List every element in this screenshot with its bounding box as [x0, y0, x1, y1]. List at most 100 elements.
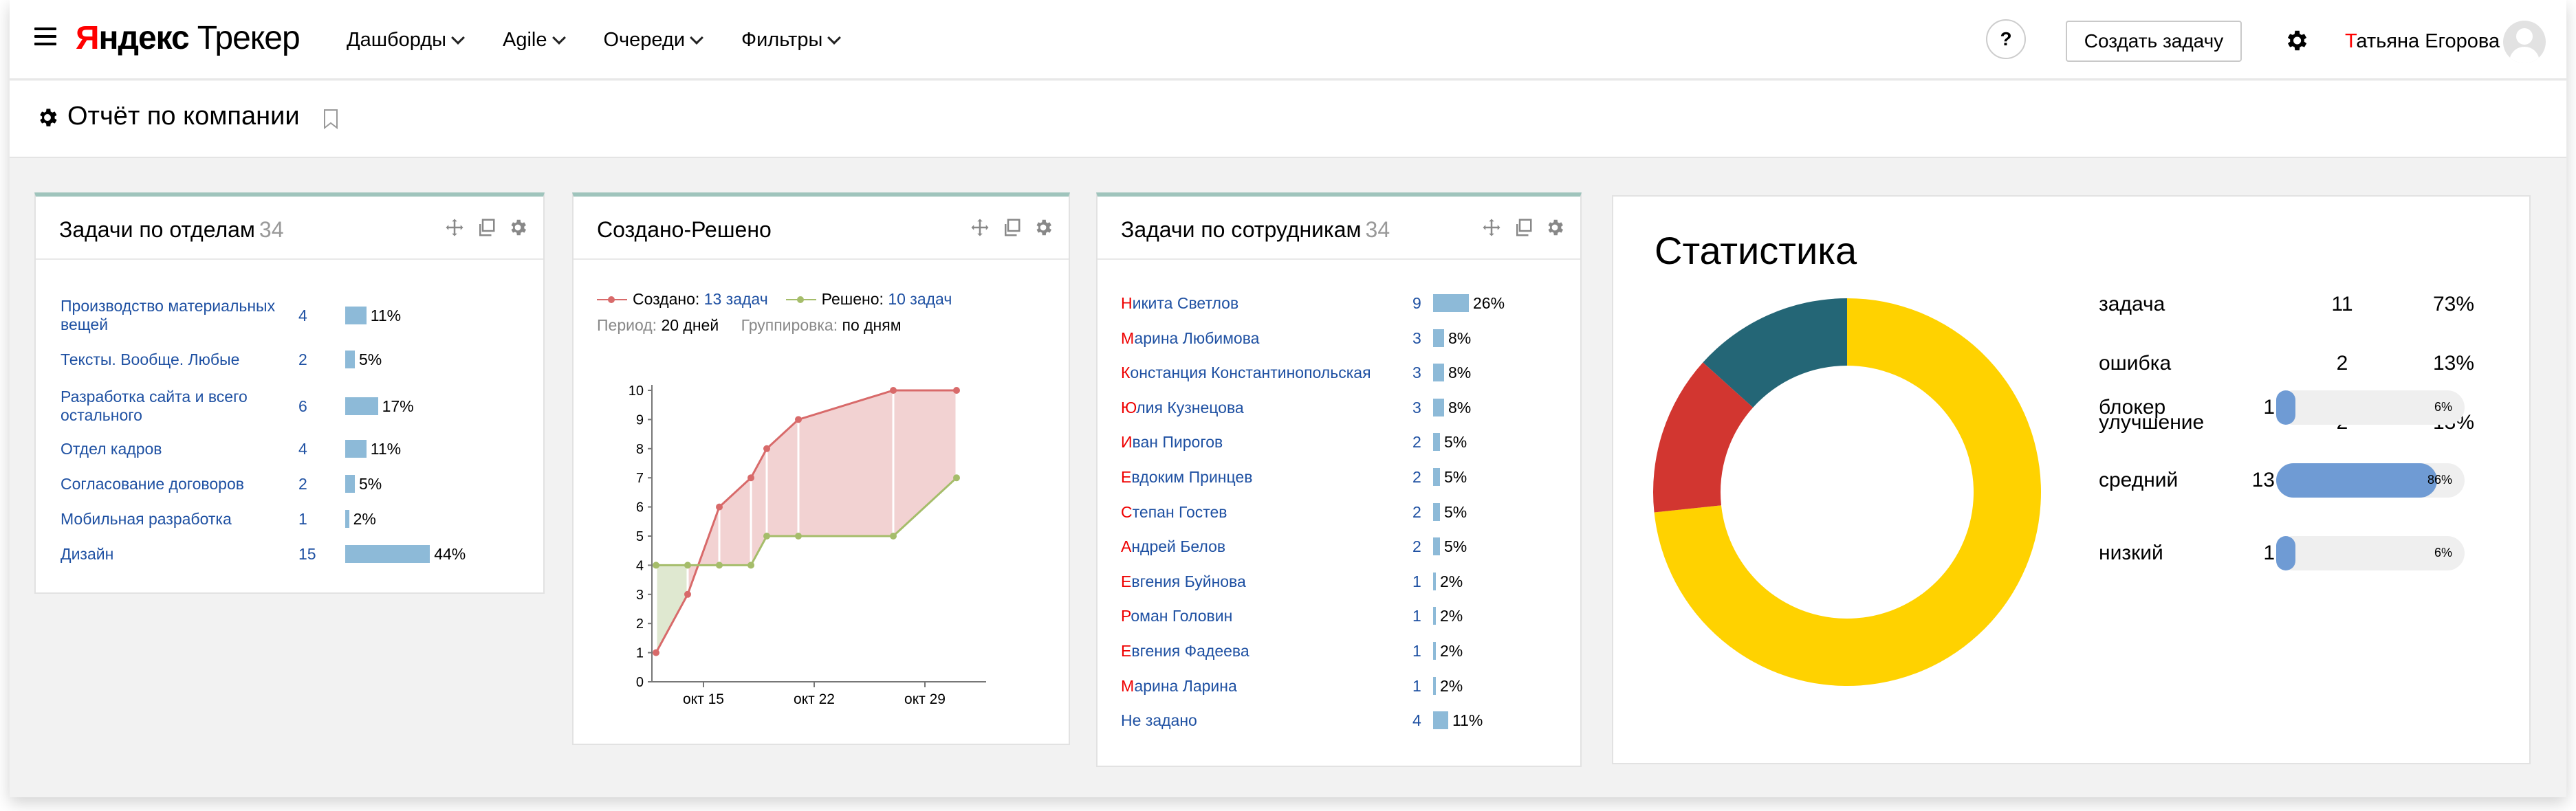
- nav-queues[interactable]: Очереди: [603, 29, 703, 52]
- employee-link[interactable]: Степан Гостев: [1121, 502, 1227, 521]
- employee-link[interactable]: Андрей Белов: [1121, 537, 1226, 556]
- widget-statistics: Статистика задача 11 73% ошибка 2 13% улучшени…: [1612, 195, 2531, 764]
- department-count[interactable]: 6: [298, 397, 307, 415]
- created-point[interactable]: [953, 387, 960, 394]
- donut-slice[interactable]: [1703, 298, 1847, 408]
- department-count[interactable]: 2: [298, 351, 307, 368]
- employee-link[interactable]: Юлия Кузнецова: [1121, 398, 1244, 416]
- employee-bar: [1433, 607, 1436, 625]
- resolved-point[interactable]: [795, 533, 802, 540]
- nav-dashboards[interactable]: Дашборды: [347, 29, 465, 52]
- priority-count: 13: [2251, 469, 2275, 491]
- y-tick-label: 10: [629, 384, 644, 399]
- employee-link[interactable]: Не задано: [1121, 711, 1197, 730]
- move-icon[interactable]: [1481, 217, 1502, 238]
- type-count: 2: [2336, 352, 2348, 375]
- user-name[interactable]: Татьяна Егорова: [2345, 30, 2500, 53]
- employee-link[interactable]: Евгения Фадеева: [1121, 642, 1249, 660]
- department-link[interactable]: Согласование договоров: [61, 475, 244, 493]
- copy-icon[interactable]: [1513, 217, 1533, 238]
- employee-count[interactable]: 2: [1412, 537, 1421, 556]
- move-icon[interactable]: [970, 217, 990, 238]
- department-link[interactable]: Тексты. Вообще. Любые: [61, 351, 240, 368]
- department-link[interactable]: Разработка сайта и всего остального: [61, 388, 248, 424]
- create-task-button[interactable]: Создать задачу: [2066, 21, 2242, 62]
- nav-agile[interactable]: Agile: [503, 29, 566, 52]
- department-link[interactable]: Дизайн: [61, 545, 114, 563]
- resolved-point[interactable]: [890, 533, 897, 540]
- department-count[interactable]: 2: [298, 475, 307, 493]
- employee-bar: [1433, 502, 1440, 521]
- resolved-point[interactable]: [684, 562, 691, 569]
- department-link[interactable]: Производство материальных вещей: [61, 297, 276, 333]
- department-link[interactable]: Отдел кадров: [61, 440, 162, 458]
- dashboard-settings-icon[interactable]: [36, 106, 59, 129]
- employee-count[interactable]: 1: [1412, 676, 1421, 695]
- created-point[interactable]: [763, 445, 770, 452]
- employee-count[interactable]: 1: [1412, 607, 1421, 625]
- employee-count[interactable]: 9: [1412, 294, 1421, 312]
- department-count[interactable]: 1: [298, 510, 307, 528]
- area-fill: [767, 419, 798, 536]
- menu-icon[interactable]: [34, 27, 56, 49]
- resolved-point[interactable]: [747, 562, 754, 569]
- created-point[interactable]: [795, 416, 802, 423]
- move-icon[interactable]: [444, 217, 465, 238]
- bookmark-icon[interactable]: [323, 109, 338, 129]
- nav-label: Очереди: [603, 29, 686, 51]
- employee-link[interactable]: Констанция Константинопольская: [1121, 364, 1371, 382]
- employee-link[interactable]: Роман Головин: [1121, 607, 1233, 625]
- employee-bar: [1433, 364, 1444, 382]
- employee-count[interactable]: 1: [1412, 642, 1421, 660]
- created-point[interactable]: [890, 387, 897, 394]
- employee-count[interactable]: 3: [1412, 329, 1421, 347]
- employee-link[interactable]: Никита Светлов: [1121, 294, 1239, 312]
- nav-filters[interactable]: Фильтры: [741, 29, 842, 52]
- employee-count[interactable]: 4: [1412, 711, 1421, 730]
- copy-icon[interactable]: [476, 217, 496, 238]
- created-point[interactable]: [716, 503, 723, 511]
- settings-gear-icon[interactable]: [2283, 27, 2309, 54]
- widget-settings-icon[interactable]: [507, 217, 528, 238]
- widget-settings-icon[interactable]: [1033, 217, 1054, 238]
- resolved-point[interactable]: [953, 474, 960, 482]
- resolved-point[interactable]: [653, 562, 659, 569]
- employee-link[interactable]: Марина Любимова: [1121, 329, 1260, 347]
- resolved-point[interactable]: [763, 533, 770, 540]
- dashboard-title-bar: Отчёт по компании: [10, 81, 2566, 158]
- department-link[interactable]: Мобильная разработка: [61, 510, 232, 528]
- employee-link[interactable]: Евгения Буйнова: [1121, 572, 1246, 590]
- employee-count[interactable]: 2: [1412, 433, 1421, 452]
- widget-settings-icon[interactable]: [1544, 217, 1565, 238]
- created-point[interactable]: [747, 474, 754, 482]
- grouping-label: Группировка:: [741, 316, 838, 334]
- department-count[interactable]: 4: [298, 307, 307, 324]
- logo[interactable]: Яндекс Трекер: [76, 19, 301, 57]
- widget-header: Создано-Решено: [574, 197, 1069, 260]
- help-button[interactable]: ?: [1986, 19, 2026, 59]
- employee-percent: 26%: [1473, 294, 1505, 312]
- employee-link[interactable]: Иван Пирогов: [1121, 433, 1223, 452]
- department-count[interactable]: 15: [298, 545, 316, 563]
- employee-bar: [1433, 537, 1440, 556]
- created-count-link[interactable]: 13 задач: [703, 290, 768, 308]
- avatar[interactable]: [2503, 21, 2546, 63]
- employee-link[interactable]: Марина Ларина: [1121, 676, 1237, 695]
- area-fill: [798, 390, 893, 536]
- created-point[interactable]: [653, 649, 659, 656]
- resolved-count-link[interactable]: 10 задач: [888, 290, 952, 308]
- donut-slice[interactable]: [1653, 362, 1754, 513]
- created-point[interactable]: [684, 590, 691, 598]
- widget-header: Задачи по отделам 34: [36, 197, 543, 260]
- employee-count[interactable]: 3: [1412, 364, 1421, 382]
- employee-link[interactable]: Евдоким Принцев: [1121, 468, 1253, 486]
- donut-slice[interactable]: [1654, 298, 2041, 686]
- employee-percent: 5%: [1444, 537, 1467, 556]
- employee-count[interactable]: 3: [1412, 398, 1421, 416]
- resolved-point[interactable]: [716, 562, 723, 569]
- copy-icon[interactable]: [1001, 217, 1022, 238]
- employee-count[interactable]: 2: [1412, 468, 1421, 486]
- employee-count[interactable]: 2: [1412, 502, 1421, 521]
- employee-count[interactable]: 1: [1412, 572, 1421, 590]
- department-count[interactable]: 4: [298, 440, 307, 458]
